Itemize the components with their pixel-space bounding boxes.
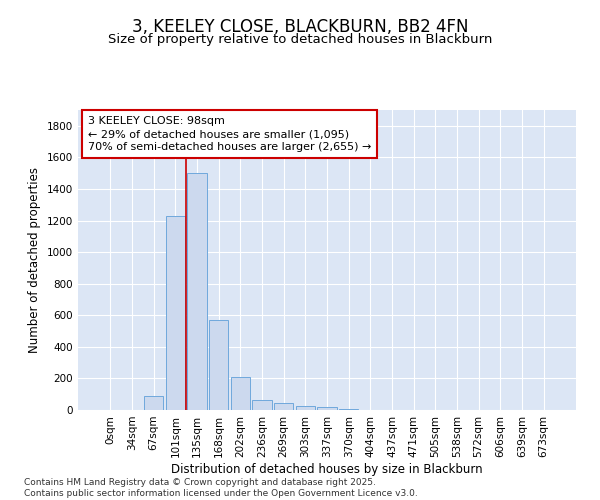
Bar	[339, 409, 358, 410]
Bar	[166, 216, 185, 410]
Bar	[187, 173, 207, 410]
Text: 3 KEELEY CLOSE: 98sqm
← 29% of detached houses are smaller (1,095)
70% of semi-d: 3 KEELEY CLOSE: 98sqm ← 29% of detached …	[88, 116, 371, 152]
Text: 3, KEELEY CLOSE, BLACKBURN, BB2 4FN: 3, KEELEY CLOSE, BLACKBURN, BB2 4FN	[132, 18, 468, 36]
X-axis label: Distribution of detached houses by size in Blackburn: Distribution of detached houses by size …	[171, 462, 483, 475]
Bar	[317, 407, 337, 410]
Text: Size of property relative to detached houses in Blackburn: Size of property relative to detached ho…	[108, 32, 492, 46]
Text: Contains HM Land Registry data © Crown copyright and database right 2025.
Contai: Contains HM Land Registry data © Crown c…	[24, 478, 418, 498]
Bar	[296, 406, 315, 410]
Bar	[252, 400, 272, 410]
Bar	[209, 320, 229, 410]
Bar	[144, 396, 163, 410]
Bar	[230, 377, 250, 410]
Y-axis label: Number of detached properties: Number of detached properties	[28, 167, 41, 353]
Bar	[274, 403, 293, 410]
